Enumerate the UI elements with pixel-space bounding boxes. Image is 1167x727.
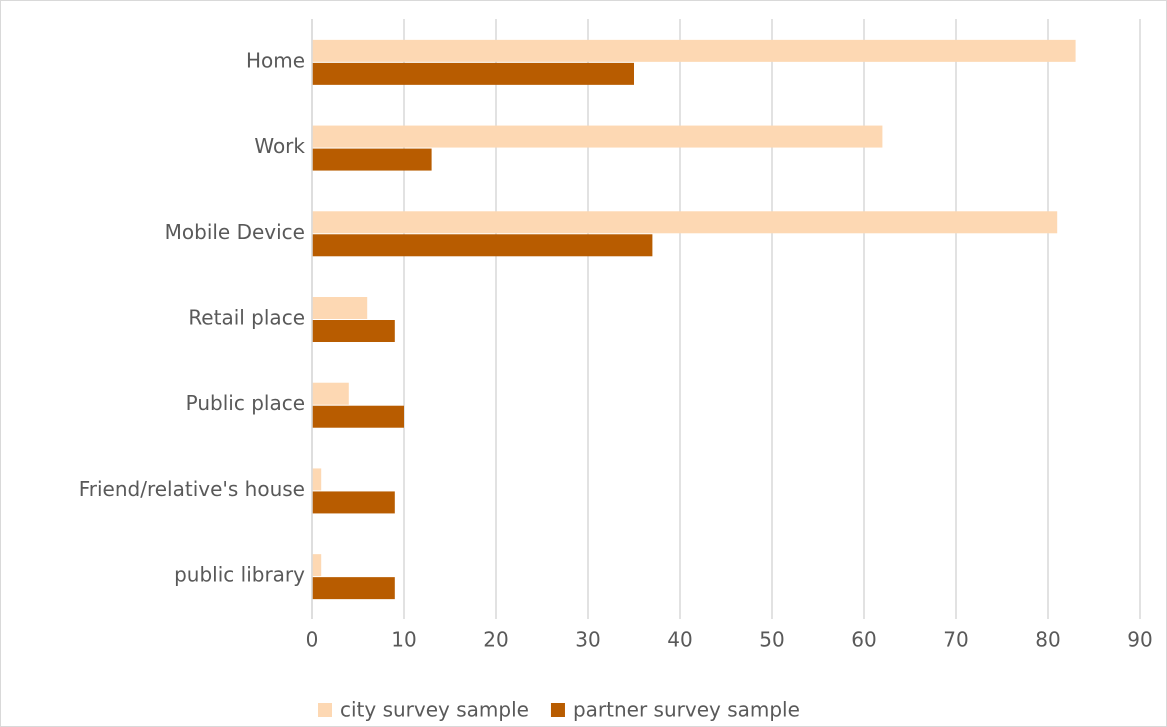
x-tick-label: 30 [575, 628, 600, 652]
bar [312, 39, 1076, 62]
y-tick-label: Work [254, 134, 305, 158]
bar [312, 491, 395, 514]
y-tick-label: Home [246, 48, 305, 72]
y-tick-label: public library [174, 563, 305, 587]
legend-swatch [318, 703, 332, 717]
bar [312, 468, 322, 491]
y-tick-label: Friend/relative's house [79, 477, 305, 501]
bar [312, 577, 395, 600]
x-tick-label: 60 [851, 628, 876, 652]
y-tick-label: Mobile Device [165, 220, 305, 244]
x-tick-label: 10 [391, 628, 416, 652]
bar [312, 211, 1058, 234]
bar [312, 234, 653, 257]
bar [312, 62, 634, 85]
x-tick-label: 20 [483, 628, 508, 652]
bar [312, 382, 349, 405]
bar [312, 320, 395, 342]
x-tick-label: 80 [1035, 628, 1060, 652]
x-tick-label: 40 [667, 628, 692, 652]
bar [312, 148, 432, 171]
legend-label: partner survey sample [573, 698, 800, 722]
y-tick-label: Public place [186, 391, 305, 415]
legend-label: city survey sample [340, 698, 529, 722]
bar [312, 125, 883, 148]
bar [312, 554, 322, 577]
bar [312, 297, 368, 319]
legend-swatch [550, 703, 565, 717]
x-tick-label: 90 [1127, 628, 1152, 652]
y-tick-label: Retail place [188, 306, 305, 330]
x-tick-label: 70 [943, 628, 968, 652]
x-tick-label: 0 [306, 628, 319, 652]
bar [312, 405, 404, 428]
x-tick-label: 50 [759, 628, 784, 652]
